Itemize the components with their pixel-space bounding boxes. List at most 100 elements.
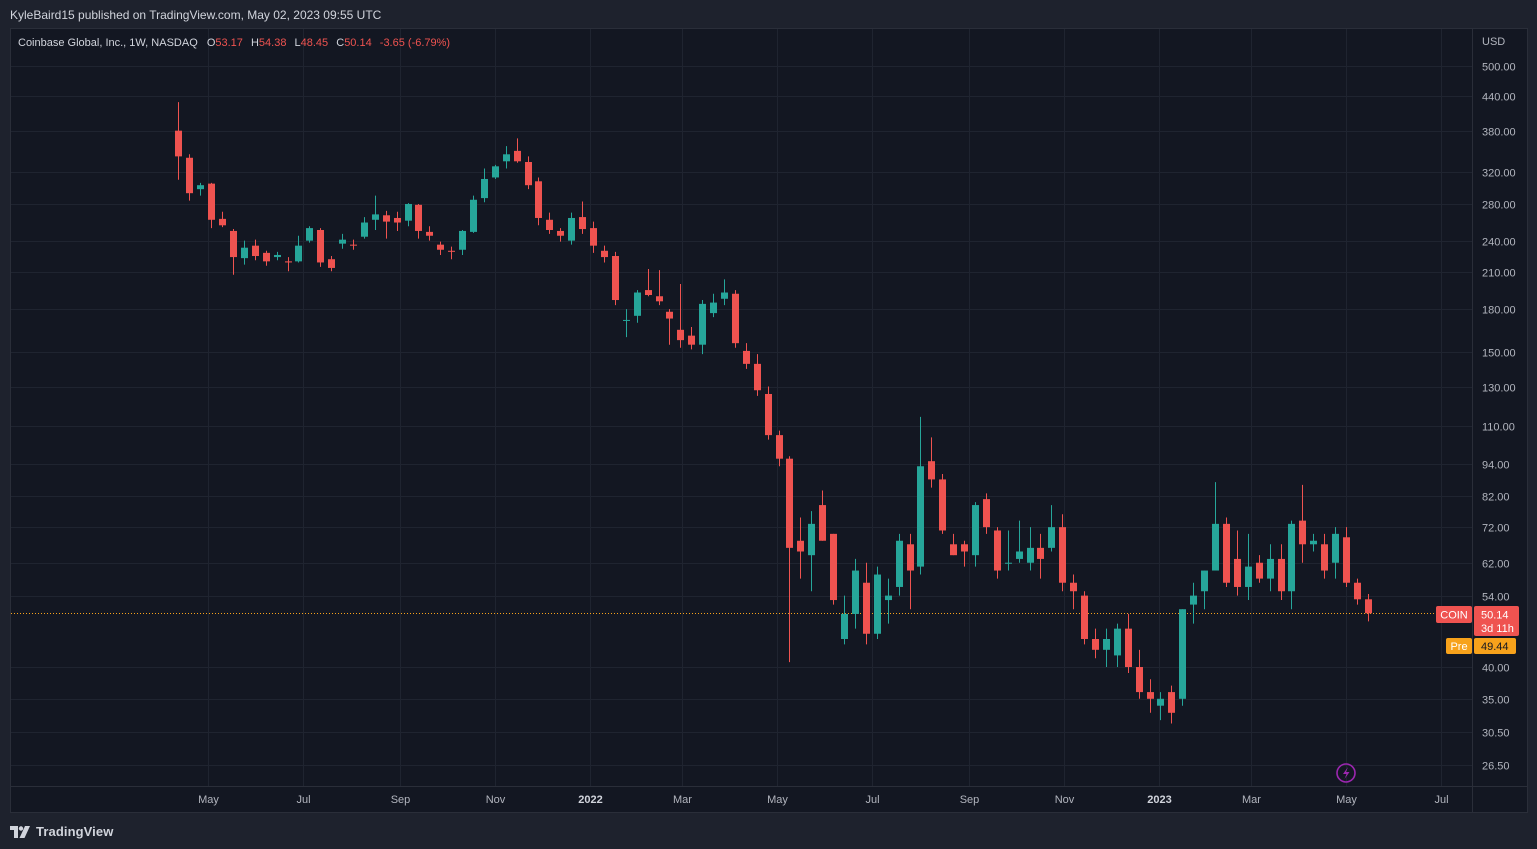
legend-symbol: Coinbase Global, Inc., 1W, NASDAQ: [18, 37, 198, 49]
candle: [1147, 679, 1154, 713]
candle: [1081, 591, 1088, 645]
candle-body: [1048, 527, 1055, 548]
candle-body: [339, 239, 346, 244]
legend-h-value: 54.38: [259, 37, 287, 49]
candle: [776, 430, 783, 467]
candle: [1136, 649, 1143, 699]
candle: [1027, 527, 1034, 571]
candle-body: [1092, 638, 1099, 650]
candle: [950, 533, 957, 556]
candle-body: [241, 247, 248, 259]
candle-body: [219, 218, 226, 226]
candle-body: [426, 231, 433, 236]
candle: [306, 226, 313, 243]
price-tick-label: 380.00: [1482, 127, 1516, 139]
price-tick-label: 110.00: [1482, 422, 1515, 434]
candle-body: [350, 244, 357, 246]
candle: [350, 239, 357, 250]
candle: [1103, 628, 1110, 668]
price-tick-label: 40.00: [1482, 663, 1510, 675]
alert-lightning-icon[interactable]: [1336, 763, 1356, 783]
candle: [394, 211, 401, 231]
candle: [470, 195, 477, 233]
candle: [252, 239, 259, 261]
candle: [743, 343, 750, 369]
pre-price-bg: [1474, 638, 1516, 654]
candle-body: [1310, 540, 1317, 545]
candle: [546, 212, 553, 234]
candle: [525, 156, 532, 190]
price-tick-label: 35.00: [1482, 695, 1510, 707]
candle-body: [950, 544, 957, 556]
candle: [1157, 692, 1164, 721]
candle: [405, 203, 412, 227]
candle: [339, 233, 346, 249]
candle-body: [525, 162, 532, 186]
candle-body: [405, 203, 412, 221]
candle: [1288, 520, 1295, 610]
candle: [1048, 505, 1055, 552]
candle: [961, 540, 968, 567]
premarket-badge[interactable]: Pre 49.44: [1446, 638, 1516, 654]
candle: [285, 257, 292, 272]
candle: [459, 229, 466, 255]
price-tick-label: 30.50: [1482, 728, 1510, 740]
candle: [208, 182, 215, 229]
candle: [197, 182, 204, 196]
candle-body: [710, 302, 717, 314]
candle-body: [1168, 692, 1175, 713]
candle-body: [776, 435, 783, 459]
candle: [361, 217, 368, 239]
grid-lines: [11, 29, 1472, 786]
candle-body: [1288, 523, 1295, 592]
time-tick-label: Jul: [865, 794, 879, 806]
candle-body: [961, 544, 968, 552]
tradingview-logo[interactable]: TradingView: [10, 824, 113, 839]
candle: [1190, 582, 1197, 624]
candle-body: [623, 319, 630, 321]
ticker-badge: COIN: [1440, 610, 1468, 622]
price-tick-label: 150.00: [1482, 348, 1516, 360]
legend-o-label: O: [207, 37, 216, 49]
last-price-badge[interactable]: COIN 50.14 3d 11h: [1436, 606, 1519, 636]
legend-change: -3.65 (-6.79%): [380, 37, 450, 49]
candle: [1070, 574, 1077, 610]
candle-body: [677, 329, 684, 341]
candle-body: [1201, 570, 1208, 592]
candle: [601, 245, 608, 263]
candle-body: [1365, 599, 1372, 614]
legend-l-value: 48.45: [301, 37, 329, 49]
candle: [590, 221, 597, 253]
candle-body: [1343, 537, 1350, 583]
candle-body: [1354, 582, 1361, 600]
candle: [1016, 520, 1023, 563]
candle-body: [568, 217, 575, 241]
time-axis[interactable]: May Jul Sep Nov 2022 Mar May Jul Sep Nov 2023 Mar Ma…: [198, 794, 1448, 806]
candle: [328, 256, 335, 272]
candle: [819, 490, 826, 541]
candle-body: [470, 199, 477, 232]
candle-body: [383, 215, 390, 222]
candle-body: [557, 230, 564, 236]
candle: [874, 566, 881, 639]
legend: Coinbase Global, Inc., 1W, NASDAQ O53.17…: [18, 37, 450, 49]
candle-body: [1016, 551, 1023, 559]
price-tick-label: 62.00: [1482, 559, 1510, 571]
candle-body: [503, 154, 510, 162]
candle: [1005, 530, 1012, 571]
candle-body: [1027, 547, 1034, 563]
candle-body: [688, 335, 695, 345]
price-tick-label: 130.00: [1482, 383, 1516, 395]
candle: [383, 210, 390, 239]
candle-body: [656, 296, 663, 302]
candle-body: [819, 505, 826, 541]
candle-body: [645, 290, 652, 295]
candle: [1092, 628, 1099, 659]
currency-label[interactable]: USD: [1482, 36, 1505, 48]
candle: [535, 177, 542, 226]
candle-body: [274, 254, 281, 258]
candle: [830, 533, 837, 605]
price-axis[interactable]: 500.00 440.00 380.00 320.00 280.00 240.00 210.…: [1482, 62, 1516, 773]
candle-body: [972, 505, 979, 556]
